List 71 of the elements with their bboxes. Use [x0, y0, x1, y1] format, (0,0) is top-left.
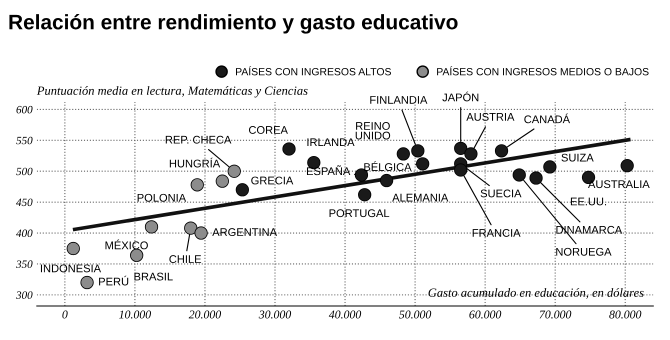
annotation: CHILE	[169, 255, 202, 264]
point	[184, 221, 198, 235]
legend-label: PAÍSES CON INGRESOS MEDIOS O BAJOS	[437, 66, 649, 76]
y-tick-label: 300	[16, 291, 33, 299]
annotation: SUIZA	[561, 154, 594, 162]
annotation: COREA	[248, 126, 288, 134]
point	[464, 147, 478, 161]
annotation: SUECIA	[480, 189, 522, 198]
point	[494, 144, 508, 158]
annotation: IRLANDA	[307, 138, 355, 146]
point	[236, 183, 249, 196]
annotation: INDONESIA	[40, 264, 102, 272]
chart-title: Relación entre rendimiento y gasto educativo	[9, 14, 458, 34]
y-tick-label: 500	[16, 168, 33, 176]
x-tick-label: 20.000	[188, 310, 222, 319]
annotation: AUSTRIA	[466, 112, 514, 121]
annotation: POLONIA	[138, 194, 186, 202]
point	[216, 174, 229, 188]
point	[380, 174, 394, 188]
point	[144, 220, 158, 234]
point	[396, 147, 410, 161]
annotation: BÉLGICA	[364, 161, 412, 171]
annotation: HUNGRÍA	[170, 158, 220, 168]
x-tick-label: 10.000	[119, 310, 151, 319]
point	[543, 160, 556, 174]
annotation: JAPÓN	[442, 92, 478, 102]
x-tick-label: 0	[62, 310, 68, 318]
annotation: ALEMANIA	[392, 194, 448, 202]
y-tick-label: 350	[16, 260, 33, 268]
annotation: GRECIA	[251, 176, 294, 184]
point	[282, 142, 296, 156]
annotation: CANADÁ	[524, 114, 570, 124]
x-tick-label: 70.000	[540, 310, 572, 319]
annotation: NORUEGA	[556, 248, 612, 256]
point	[620, 159, 634, 172]
point	[130, 248, 144, 262]
point	[529, 171, 543, 185]
point	[194, 226, 208, 240]
annotation: MÉXICO	[106, 240, 148, 250]
annotation: FINLANDIA	[370, 96, 428, 104]
x-tick-label: 60.000	[469, 310, 502, 319]
y-tick-label: 450	[16, 198, 33, 206]
x-tick-label: 30.000	[258, 310, 292, 319]
x-tick-label: 40.000	[328, 310, 362, 319]
point	[228, 164, 241, 178]
point	[66, 242, 80, 256]
annotation: PORTUGAL	[330, 209, 390, 218]
y-tick-label: 400	[16, 230, 33, 238]
annotation: REINO UNIDO	[356, 122, 390, 140]
x-axis-title: Gasto acumulado en educación, en dólares	[428, 288, 644, 299]
x-tick-label: 50.000	[399, 310, 432, 319]
annotation: PERÚ	[99, 276, 128, 286]
annotation: BRASIL	[134, 272, 173, 281]
annotation: EE.UU.	[570, 198, 606, 206]
y-axis-title: Puntuación media en lectura, Matemáticas y Ciencias	[36, 86, 308, 98]
annotation: FRANCIA	[472, 229, 521, 237]
point	[454, 142, 468, 155]
y-tick-label: 550	[16, 136, 33, 144]
y-tick-label: 600	[16, 106, 33, 114]
point	[416, 157, 430, 170]
annotation: REP. CHECA	[166, 136, 232, 144]
x-tick-label: 80.000	[609, 310, 642, 319]
point	[358, 188, 372, 202]
point	[190, 178, 204, 192]
point	[80, 276, 94, 290]
point	[512, 168, 526, 182]
point	[411, 144, 424, 158]
point	[454, 163, 468, 177]
legend-label: PAÍSES CON INGRESOS ALTOS	[236, 66, 391, 76]
annotation: ARGENTINA	[212, 228, 278, 236]
annotation: ESPAÑA	[306, 165, 350, 176]
